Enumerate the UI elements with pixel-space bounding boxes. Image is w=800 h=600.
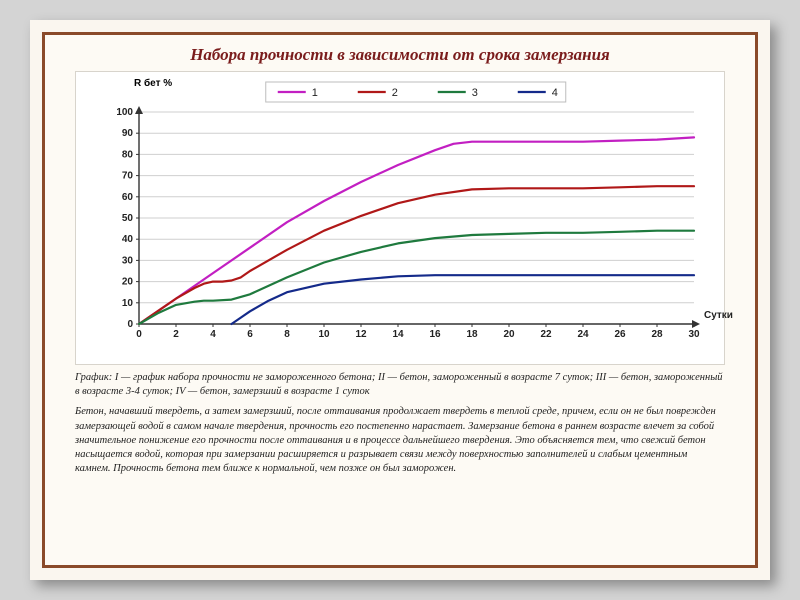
svg-text:4: 4 [210, 329, 216, 340]
svg-text:Сутки: Сутки [704, 310, 733, 321]
svg-text:2: 2 [173, 329, 179, 340]
svg-text:14: 14 [392, 329, 404, 340]
svg-text:28: 28 [651, 329, 663, 340]
svg-text:0: 0 [127, 319, 133, 330]
svg-text:6: 6 [247, 329, 253, 340]
svg-text:70: 70 [122, 171, 134, 182]
content-frame: Набора прочности в зависимости от срока … [42, 32, 758, 568]
svg-text:60: 60 [122, 192, 134, 203]
svg-text:30: 30 [688, 329, 700, 340]
svg-text:30: 30 [122, 255, 134, 266]
svg-text:3: 3 [472, 87, 478, 99]
svg-text:10: 10 [122, 298, 134, 309]
svg-text:26: 26 [614, 329, 626, 340]
svg-text:8: 8 [284, 329, 290, 340]
svg-text:0: 0 [136, 329, 142, 340]
svg-text:1: 1 [312, 87, 318, 99]
svg-text:90: 90 [122, 128, 134, 139]
svg-text:20: 20 [503, 329, 515, 340]
svg-text:16: 16 [429, 329, 441, 340]
svg-text:4: 4 [552, 87, 558, 99]
svg-text:18: 18 [466, 329, 478, 340]
svg-text:22: 22 [540, 329, 552, 340]
chart-container: R бет % 01020304050607080901000246810121… [75, 71, 725, 365]
svg-text:2: 2 [392, 87, 398, 99]
page-title: Набора прочности в зависимости от срока … [65, 45, 735, 65]
chart-ylabel: R бет % [134, 78, 172, 89]
svg-text:10: 10 [318, 329, 330, 340]
svg-text:24: 24 [577, 329, 589, 340]
svg-text:80: 80 [122, 149, 134, 160]
svg-text:100: 100 [116, 107, 133, 118]
chart-caption: График: I — график набора прочности не з… [75, 371, 725, 399]
svg-text:20: 20 [122, 277, 134, 288]
slide: Набора прочности в зависимости от срока … [30, 20, 770, 580]
line-chart: 0102030405060708090100024681012141618202… [84, 78, 744, 348]
svg-text:12: 12 [355, 329, 367, 340]
svg-text:40: 40 [122, 234, 134, 245]
svg-text:50: 50 [122, 213, 134, 224]
body-paragraph: Бетон, начавший твердеть, а затем замерз… [75, 405, 725, 476]
